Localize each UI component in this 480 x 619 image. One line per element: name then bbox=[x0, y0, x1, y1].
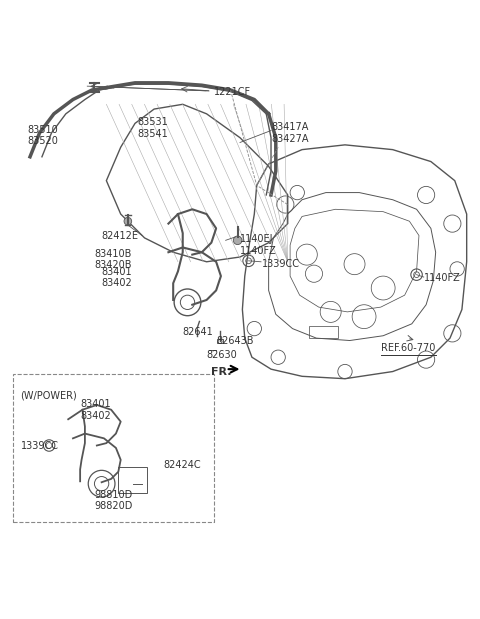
Text: 82641: 82641 bbox=[183, 327, 214, 337]
Text: 83531
83541: 83531 83541 bbox=[137, 118, 168, 139]
Text: 83401
83402: 83401 83402 bbox=[102, 267, 132, 288]
Text: 83401
83402: 83401 83402 bbox=[80, 399, 111, 420]
Text: 82424C: 82424C bbox=[164, 459, 201, 470]
Text: REF.60-770: REF.60-770 bbox=[381, 343, 435, 353]
Text: 82643B: 82643B bbox=[216, 335, 253, 345]
Text: 1140EJ
1140FZ: 1140EJ 1140FZ bbox=[240, 234, 277, 256]
Text: 1140FZ: 1140FZ bbox=[424, 274, 460, 284]
Text: 83510
83520: 83510 83520 bbox=[28, 124, 59, 146]
Circle shape bbox=[233, 236, 242, 245]
Text: 83410B
83420B: 83410B 83420B bbox=[95, 249, 132, 270]
Text: 1221CF: 1221CF bbox=[214, 87, 251, 97]
Text: 98810D
98820D: 98810D 98820D bbox=[95, 490, 133, 511]
Circle shape bbox=[124, 217, 132, 225]
Text: 1339CC: 1339CC bbox=[262, 259, 300, 269]
Text: 82630: 82630 bbox=[206, 350, 237, 360]
Text: 1339CC: 1339CC bbox=[21, 441, 59, 451]
Text: (W/POWER): (W/POWER) bbox=[21, 391, 77, 400]
Text: 83417A
83427A: 83417A 83427A bbox=[271, 122, 309, 144]
Text: 82412E: 82412E bbox=[102, 230, 139, 241]
Bar bbox=[217, 339, 223, 343]
Text: FR.: FR. bbox=[211, 368, 232, 378]
